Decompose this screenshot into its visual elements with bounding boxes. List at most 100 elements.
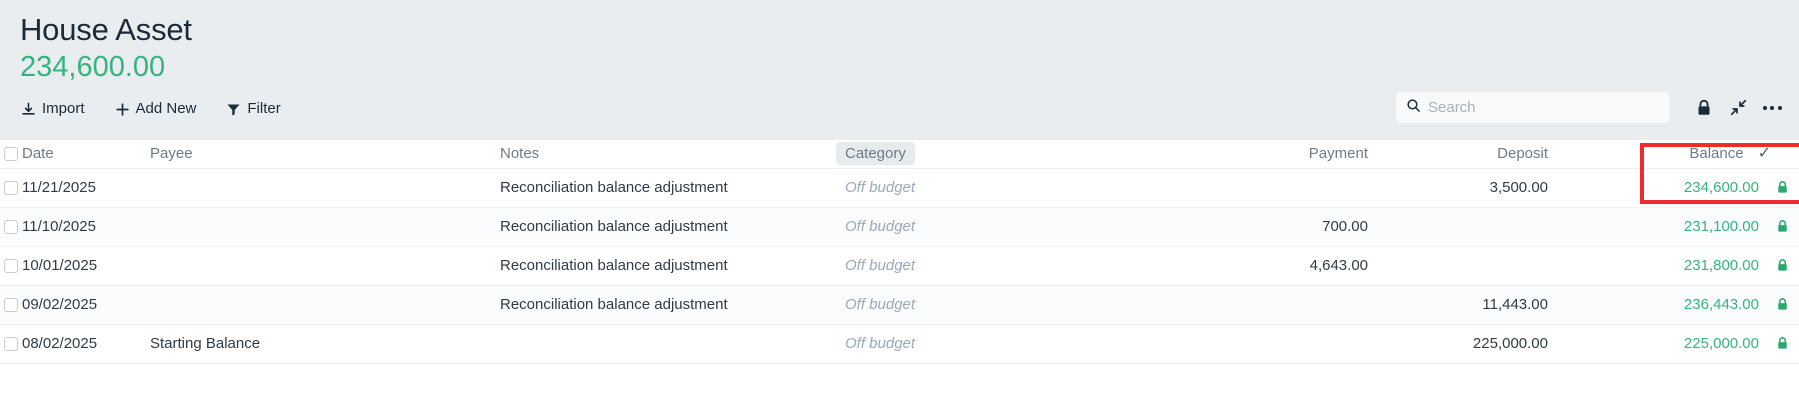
cell-category[interactable]: Off budget [845, 246, 1190, 286]
filter-button[interactable]: Filter [224, 96, 282, 122]
cell-balance[interactable]: 234,600.00 [1560, 168, 1799, 208]
cell-payee[interactable] [150, 168, 500, 208]
select-all-header[interactable] [0, 140, 22, 169]
cell-category[interactable]: Off budget [845, 285, 1190, 325]
page-title: House Asset [20, 12, 192, 47]
column-header-payee[interactable]: Payee [150, 140, 500, 169]
search-icon [1406, 98, 1421, 118]
cell-balance[interactable]: 236,443.00 [1560, 285, 1799, 325]
select-all-checkbox[interactable] [4, 146, 18, 161]
toolbar-left: Import Add New Filter [19, 96, 283, 122]
table-row[interactable]: 08/02/2025 Starting Balance Off budget 2… [0, 324, 1799, 364]
import-button[interactable]: Import [19, 96, 87, 122]
cell-payment[interactable] [1190, 168, 1380, 208]
balance-value: 236,443.00 [1683, 296, 1759, 313]
ellipsis-icon [1762, 105, 1782, 110]
cell-balance[interactable]: 225,000.00 [1560, 324, 1799, 364]
cell-notes[interactable] [500, 324, 845, 364]
filter-button-label: Filter [247, 100, 281, 117]
cell-date[interactable]: 11/21/2025 [22, 168, 150, 208]
table-row[interactable]: 11/10/2025 Reconciliation balance adjust… [0, 207, 1799, 247]
row-select-cell[interactable] [0, 168, 22, 208]
row-select-cell[interactable] [0, 207, 22, 247]
lock-closed-icon [1773, 180, 1791, 195]
category-value: Off budget [845, 179, 916, 196]
cell-date[interactable]: 08/02/2025 [22, 324, 150, 364]
page-header: House Asset 234,600.00 Import Add [0, 0, 1799, 140]
toolbar-right [1396, 92, 1789, 123]
lock-closed-icon [1696, 99, 1712, 117]
column-header-category[interactable]: Category [836, 140, 1190, 169]
cell-category[interactable]: Off budget [845, 207, 1190, 247]
row-checkbox[interactable] [4, 258, 18, 273]
cell-balance[interactable]: 231,100.00 [1560, 207, 1799, 247]
category-value: Off budget [845, 218, 916, 235]
import-button-label: Import [42, 100, 85, 117]
cell-notes[interactable]: Reconciliation balance adjustment [500, 168, 845, 208]
cell-category[interactable]: Off budget [845, 168, 1190, 208]
cell-notes[interactable]: Reconciliation balance adjustment [500, 207, 845, 247]
column-header-payment[interactable]: Payment [1190, 140, 1380, 169]
cell-payment[interactable] [1190, 285, 1380, 325]
column-header-category-label: Category [836, 142, 915, 166]
row-select-cell[interactable] [0, 285, 22, 325]
column-header-balance[interactable]: Balance ✓ [1560, 140, 1799, 169]
lock-button[interactable] [1687, 92, 1721, 123]
more-options-button[interactable] [1755, 92, 1789, 123]
cell-date[interactable]: 10/01/2025 [22, 246, 150, 286]
row-checkbox[interactable] [4, 336, 18, 351]
table-header-row: Date Payee Notes Category Payment Deposi… [0, 140, 1799, 169]
transactions-table-wrap: Date Payee Notes Category Payment Deposi… [0, 140, 1799, 412]
add-new-button-label: Add New [135, 100, 197, 117]
cell-deposit[interactable] [1380, 207, 1560, 247]
lock-closed-icon [1773, 336, 1791, 351]
category-value: Off budget [845, 335, 916, 352]
search-input[interactable] [1428, 99, 1659, 116]
check-icon: ✓ [1757, 144, 1771, 162]
cell-deposit[interactable]: 3,500.00 [1380, 168, 1560, 208]
cell-deposit[interactable]: 225,000.00 [1380, 324, 1560, 364]
collapse-button[interactable] [1721, 92, 1755, 123]
lock-closed-icon [1773, 297, 1791, 312]
cell-payee[interactable] [150, 207, 500, 247]
row-checkbox[interactable] [4, 219, 18, 234]
cell-deposit[interactable] [1380, 246, 1560, 286]
cell-payee[interactable] [150, 285, 500, 325]
row-checkbox[interactable] [4, 180, 18, 195]
cell-notes[interactable]: Reconciliation balance adjustment [500, 246, 845, 286]
cell-date[interactable]: 09/02/2025 [22, 285, 150, 325]
column-header-notes[interactable]: Notes [500, 140, 845, 169]
lock-closed-icon [1773, 219, 1791, 234]
transactions-table: Date Payee Notes Category Payment Deposi… [0, 140, 1799, 364]
category-value: Off budget [845, 296, 916, 313]
column-header-date[interactable]: Date [22, 140, 150, 169]
account-balance: 234,600.00 [20, 51, 166, 83]
row-select-cell[interactable] [0, 246, 22, 286]
cell-date[interactable]: 11/10/2025 [22, 207, 150, 247]
search-box[interactable] [1396, 92, 1669, 123]
row-checkbox[interactable] [4, 297, 18, 312]
add-new-button[interactable]: Add New [113, 96, 199, 122]
table-row[interactable]: 11/21/2025 Reconciliation balance adjust… [0, 168, 1799, 208]
cell-notes[interactable]: Reconciliation balance adjustment [500, 285, 845, 325]
cell-payment[interactable] [1190, 324, 1380, 364]
row-select-cell[interactable] [0, 324, 22, 364]
cell-payment[interactable]: 4,643.00 [1190, 246, 1380, 286]
balance-value: 225,000.00 [1683, 335, 1759, 352]
cell-payee[interactable]: Starting Balance [150, 324, 500, 364]
cell-payment[interactable]: 700.00 [1190, 207, 1380, 247]
table-row[interactable]: 10/01/2025 Reconciliation balance adjust… [0, 246, 1799, 286]
cell-deposit[interactable]: 11,443.00 [1380, 285, 1560, 325]
cell-category[interactable]: Off budget [845, 324, 1190, 364]
collapse-arrows-icon [1730, 99, 1747, 116]
download-icon [21, 102, 36, 117]
table-row[interactable]: 09/02/2025 Reconciliation balance adjust… [0, 285, 1799, 325]
column-header-deposit[interactable]: Deposit [1380, 140, 1560, 169]
column-header-balance-label: Balance [1689, 145, 1744, 163]
cell-balance[interactable]: 231,800.00 [1560, 246, 1799, 286]
category-value: Off budget [845, 257, 916, 274]
balance-value: 234,600.00 [1683, 179, 1759, 196]
cell-payee[interactable] [150, 246, 500, 286]
plus-icon [115, 102, 130, 117]
